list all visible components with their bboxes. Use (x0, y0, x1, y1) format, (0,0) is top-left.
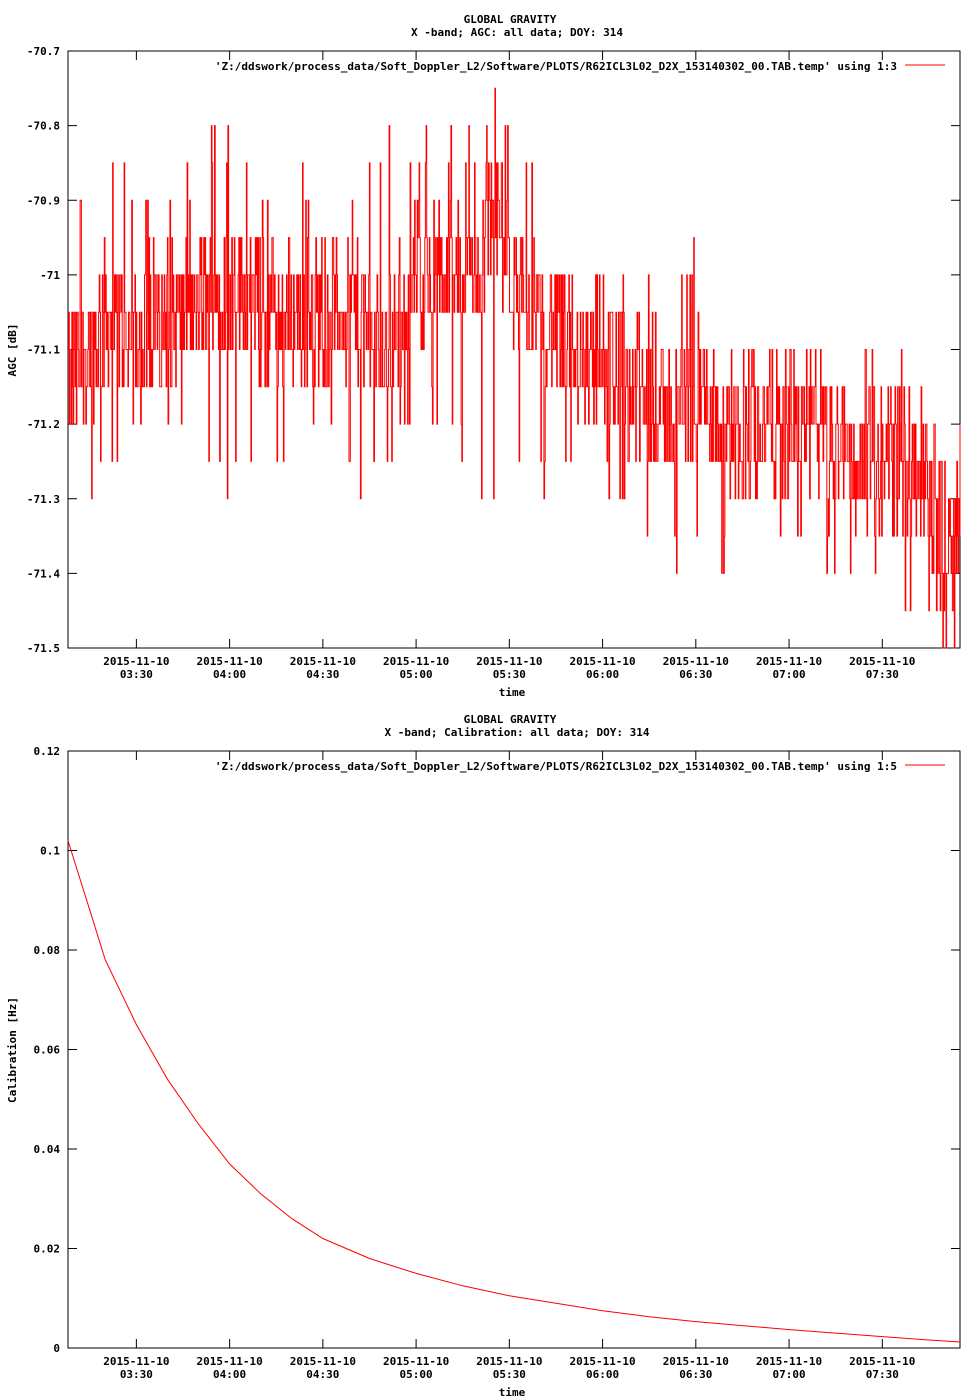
series-line (68, 87, 961, 649)
y-axis: -70.7 -70.8 -70.9 -71 -71.1 -71.2 -71.3 -71.4 -7… (27, 45, 960, 655)
x-tick-time: 05:00 (400, 668, 433, 681)
y-tick-label: -71.4 (27, 567, 60, 580)
y-tick-label: 0.08 (34, 944, 61, 957)
series-line (67, 840, 961, 1343)
x-tick-date: 2015-11-10 (476, 655, 542, 668)
x-tick-date: 2015-11-10 (383, 1355, 449, 1368)
y-tick-label: -70.7 (27, 45, 60, 58)
x-tick-date: 2015-11-10 (663, 655, 729, 668)
y-tick-label: 0.06 (34, 1044, 61, 1057)
x-axis-label: time (499, 1386, 526, 1399)
chart-subtitle: X -band; Calibration: all data; DOY: 314 (385, 726, 650, 739)
x-tick-time: 06:00 (586, 1368, 619, 1381)
x-tick-time: 05:30 (493, 1368, 526, 1381)
y-tick-label: -71.2 (27, 418, 60, 431)
x-tick-time: 04:00 (213, 668, 246, 681)
y-tick-label: -71.5 (27, 642, 60, 655)
x-tick-date: 2015-11-10 (849, 655, 915, 668)
plot-frame (67, 750, 961, 1349)
x-axis-label: time (499, 686, 526, 699)
y-tick-label: -70.9 (27, 194, 60, 207)
y-tick-label: 0.1 (40, 845, 60, 858)
x-tick-date: 2015-11-10 (569, 655, 635, 668)
x-tick-date: 2015-11-10 (663, 1355, 729, 1368)
y-tick-label: 0.04 (34, 1143, 61, 1156)
y-tick-label: -71.1 (27, 344, 60, 357)
x-tick-time: 04:30 (306, 1368, 339, 1381)
x-tick-date: 2015-11-10 (756, 655, 822, 668)
x-tick-date: 2015-11-10 (569, 1355, 635, 1368)
y-tick-label: 0.02 (34, 1243, 61, 1256)
x-tick-time: 06:00 (586, 668, 619, 681)
calibration-chart: GLOBAL GRAVITY X -band; Calibration: all… (6, 713, 961, 1399)
x-axis: 2015-11-1003:302015-11-1004:002015-11-10… (103, 51, 915, 681)
x-tick-date: 2015-11-10 (103, 1355, 169, 1368)
y-tick-label: 0 (53, 1342, 60, 1355)
x-tick-time: 05:00 (400, 1368, 433, 1381)
x-tick-time: 04:30 (306, 668, 339, 681)
series-group (68, 87, 961, 649)
x-tick-time: 06:30 (679, 1368, 712, 1381)
chart-subtitle: X -band; AGC: all data; DOY: 314 (411, 26, 623, 39)
x-tick-time: 07:30 (866, 1368, 899, 1381)
y-axis-label: Calibration [Hz] (6, 997, 19, 1103)
x-tick-time: 03:30 (120, 668, 153, 681)
y-tick-label: -71.3 (27, 493, 60, 506)
series-group (67, 840, 961, 1343)
y-tick-label: -71 (40, 269, 60, 282)
x-tick-date: 2015-11-10 (290, 655, 356, 668)
x-tick-date: 2015-11-10 (383, 655, 449, 668)
agc-chart: GLOBAL GRAVITY X -band; AGC: all data; D… (6, 13, 961, 699)
legend-label: 'Z:/ddswork/process_data/Soft_Doppler_L2… (215, 760, 897, 773)
chart-title: GLOBAL GRAVITY (464, 713, 557, 726)
y-tick-label: 0.12 (34, 745, 61, 758)
chart-title: GLOBAL GRAVITY (464, 13, 557, 26)
x-tick-date: 2015-11-10 (849, 1355, 915, 1368)
x-tick-time: 05:30 (493, 668, 526, 681)
x-tick-date: 2015-11-10 (290, 1355, 356, 1368)
x-tick-date: 2015-11-10 (196, 1355, 262, 1368)
x-tick-time: 07:00 (772, 668, 805, 681)
legend-label: 'Z:/ddswork/process_data/Soft_Doppler_L2… (215, 60, 897, 73)
x-tick-date: 2015-11-10 (476, 1355, 542, 1368)
y-axis: 0.12 0.1 0.08 0.06 0.04 0.02 0 (34, 745, 960, 1355)
x-tick-date: 2015-11-10 (756, 1355, 822, 1368)
x-tick-time: 03:30 (120, 1368, 153, 1381)
x-tick-time: 04:00 (213, 1368, 246, 1381)
x-tick-time: 06:30 (679, 668, 712, 681)
x-tick-time: 07:00 (772, 1368, 805, 1381)
y-axis-label: AGC [dB] (6, 324, 19, 377)
x-axis: 2015-11-1003:302015-11-1004:002015-11-10… (103, 751, 915, 1381)
x-tick-time: 07:30 (866, 668, 899, 681)
x-tick-date: 2015-11-10 (103, 655, 169, 668)
x-tick-date: 2015-11-10 (196, 655, 262, 668)
y-tick-label: -70.8 (27, 120, 60, 133)
